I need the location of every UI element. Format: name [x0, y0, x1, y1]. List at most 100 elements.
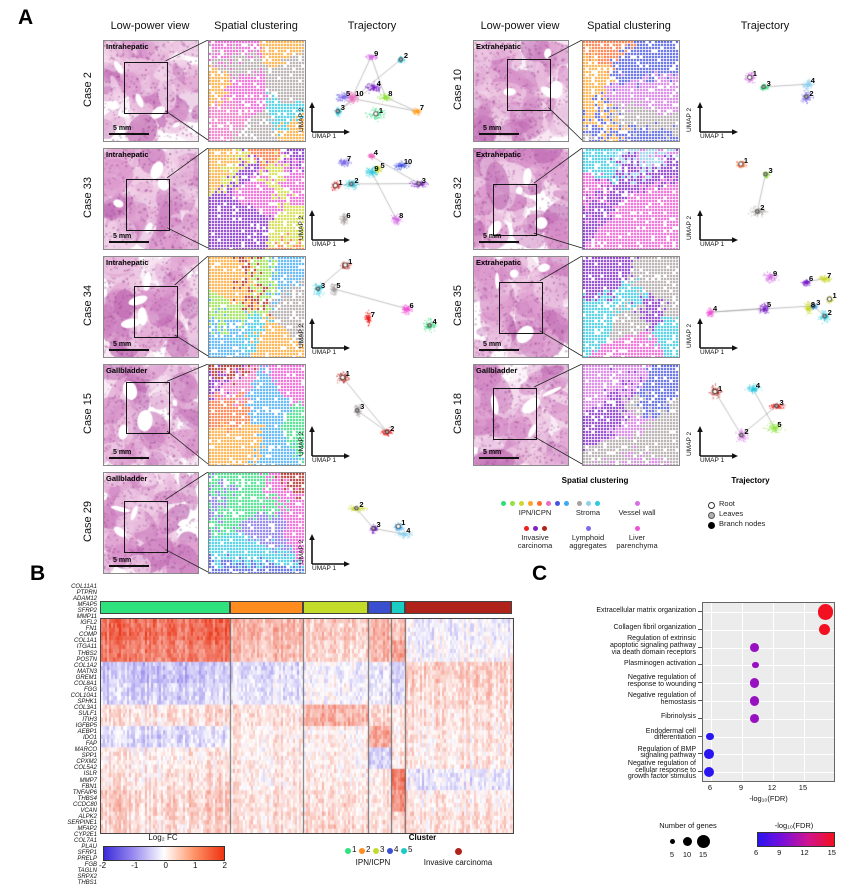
umap-axes	[697, 318, 738, 351]
go-term-label: Negative regulation of cellular response …	[546, 760, 696, 781]
go-term-label-line: via death domain receptors	[611, 648, 696, 656]
gridline-vertical	[741, 603, 743, 781]
spatial-legend-dot	[537, 501, 542, 506]
trajectory-legend-label: Leaves	[719, 509, 744, 518]
x-tick-label: 6	[707, 783, 713, 792]
trajectory-node-number: 3	[340, 103, 345, 113]
gene-name: COL10A1	[70, 692, 97, 699]
y-tick-mark	[698, 753, 702, 755]
trajectory-legend-marker	[708, 512, 715, 519]
cluster-legend-number: 5	[408, 845, 413, 854]
trajectory-canvas	[688, 40, 843, 140]
umap-axes	[309, 102, 350, 135]
gridline-horizontal	[703, 629, 834, 631]
umap2-axis-label: UMAP 2	[686, 107, 693, 132]
histology-image: Gallbladder 5 mm	[473, 364, 569, 466]
spatial-legend-dot	[501, 501, 506, 506]
spatial-legend-dot	[585, 501, 591, 506]
trajectory-umap-plot: 1 2 3 UMAP 1 UMAP 2	[298, 364, 442, 464]
gene-name: SRPX2	[77, 874, 97, 881]
go-term-label-line: Plasminogen activation	[624, 659, 696, 667]
trajectory-legend-title: Trajectory	[731, 476, 770, 485]
umap2-axis-label: UMAP 2	[298, 323, 305, 348]
trajectory-node-number: 7	[827, 270, 832, 280]
umap-axes	[697, 210, 738, 243]
trajectory-umap-plot: 1 2 3 4 5 6 7 8 9 10 UMAP 1 UMAP 2	[298, 148, 442, 248]
trajectory-node-number: 1	[338, 177, 343, 187]
column-header-trajectory: Trajectory	[740, 20, 790, 32]
trajectory-node-number: 1	[743, 155, 749, 165]
trajectory-umap-plot: 1 2 3 4 5 UMAP 1 UMAP 2	[686, 364, 843, 464]
gene-name: MMP11	[76, 614, 97, 621]
gene-name: COMP	[79, 632, 97, 639]
histology-image: Intrahepatic 5 mm	[103, 40, 199, 142]
gene-name: PRELP	[77, 856, 97, 863]
y-tick-mark	[698, 717, 702, 719]
log2fc-colorbar	[103, 846, 225, 861]
spatial-clustering-canvas	[209, 149, 305, 249]
trajectory-node-number: 1	[378, 105, 383, 115]
trajectory-node-number: 6	[346, 210, 351, 220]
go-term-dot	[749, 678, 760, 688]
column-header-spatial-clustering: Spatial clustering	[214, 20, 298, 32]
gridline-vertical	[803, 603, 805, 781]
go-term-label: Extracellular matrix organization	[546, 607, 696, 615]
trajectory-node-number: 2	[744, 427, 749, 437]
cluster-annotation-segment	[303, 601, 369, 614]
heatmap-canvas	[101, 619, 513, 833]
go-term-label: Regulation of BMP signaling pathway	[546, 746, 696, 761]
gene-name: IDO1	[82, 735, 97, 742]
trajectory-legend-marker	[708, 502, 715, 509]
spatial-clustering-canvas	[209, 41, 305, 141]
site-label: Gallbladder	[106, 366, 148, 375]
gridline-horizontal	[703, 718, 834, 720]
umap-axes	[309, 426, 350, 459]
log2fc-tick: 1	[192, 861, 198, 870]
cluster-legend-dot	[387, 848, 393, 854]
trajectory-node-number: 7	[370, 310, 375, 319]
go-term-dot	[704, 749, 714, 760]
go-term-dot	[749, 714, 759, 724]
histology-image: Gallbladder 5 mm	[103, 472, 199, 574]
gene-name: TAGLN	[77, 868, 97, 875]
gene-name: FGG	[84, 686, 97, 693]
spatial-legend-dot	[510, 501, 515, 506]
panel-b-label: B	[30, 562, 46, 585]
spatial-clustering-canvas	[583, 257, 679, 357]
log2fc-colorbar-ticks: -2 -1 0 1 2	[99, 861, 227, 870]
go-term-label: Endodermal cell differentiation	[546, 728, 696, 743]
trajectory-legend-label: Root	[719, 499, 735, 508]
umap1-axis-label: UMAP 1	[312, 349, 337, 356]
gene-name: VCAN	[80, 807, 97, 814]
panel-c-label: C	[532, 562, 548, 585]
cluster-legend-number: 2	[366, 845, 371, 854]
gridline-horizontal	[703, 647, 834, 649]
go-term-label-line: growth factor stimulus	[627, 773, 696, 781]
trajectory-node-number: 3	[768, 166, 773, 176]
trajectory-node-number: 4	[712, 304, 718, 314]
trajectory-node-number: 2	[760, 203, 765, 213]
trajectory-node-number: 3	[816, 297, 821, 307]
heatmap	[100, 618, 514, 834]
go-term-label-line: Regulation of extrinsic	[627, 635, 696, 643]
gene-name: TNFAIP6	[72, 789, 97, 796]
go-term-dot	[817, 604, 834, 620]
fdr-tick: 9	[777, 848, 782, 857]
trajectory-node-number: 7	[346, 153, 352, 163]
inset-rectangle	[498, 281, 543, 334]
trajectory-node-number: 8	[388, 89, 393, 99]
trajectory-node-number: 4	[432, 317, 437, 327]
gene-name: COL11A1	[71, 584, 97, 591]
case-label-case-15: Case 15	[82, 393, 94, 435]
trajectory-legend-label: Branch nodes	[719, 519, 766, 528]
genes-legend-size-label: 15	[698, 850, 708, 859]
log2fc-tick: -1	[131, 861, 139, 870]
spatial-legend-label: Lymphoid	[571, 533, 605, 542]
trajectory-node-number: 3	[779, 397, 784, 407]
y-tick-mark	[698, 771, 702, 773]
gridline-vertical	[711, 603, 712, 781]
umap-axes	[309, 534, 350, 567]
gene-name: FAP	[85, 741, 97, 748]
genes-legend-dot	[669, 838, 675, 844]
